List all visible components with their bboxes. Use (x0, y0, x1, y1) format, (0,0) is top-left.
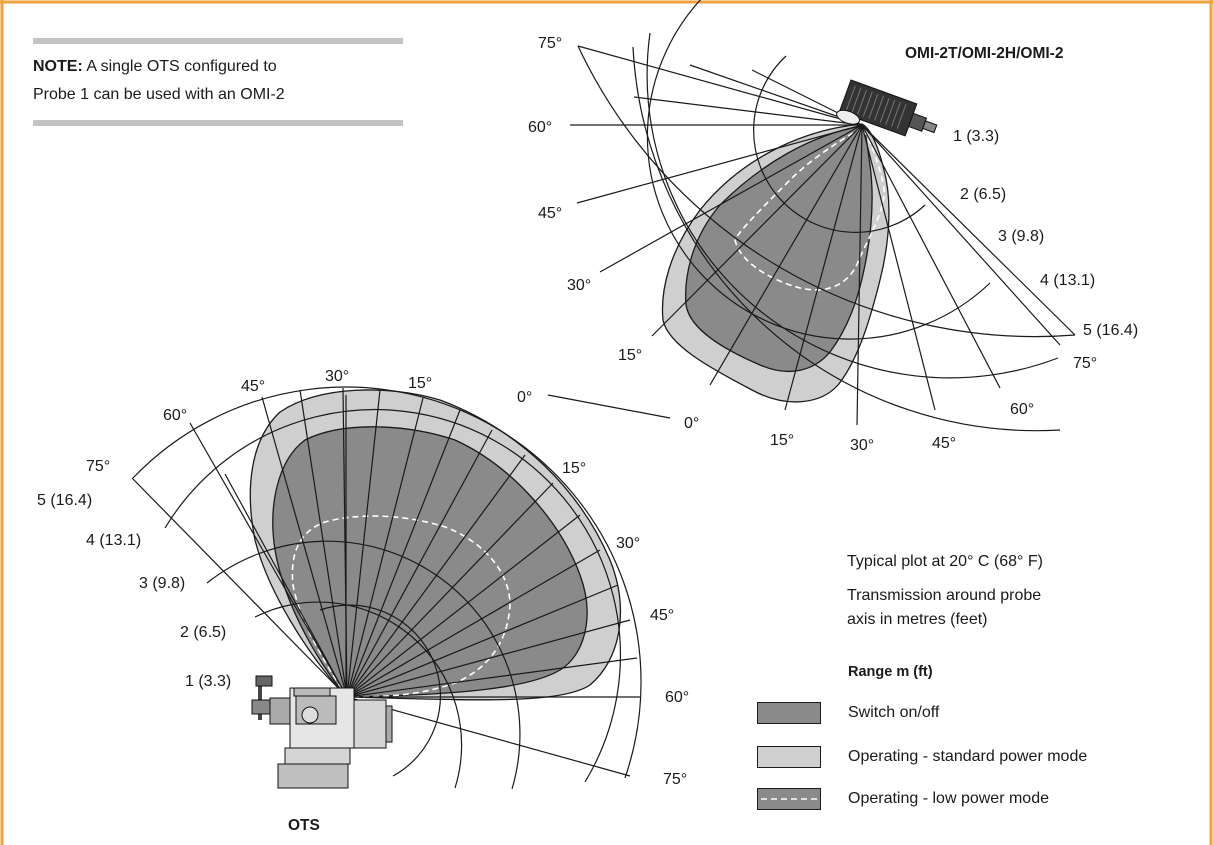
ots-range-3: 3 (9.8) (139, 575, 185, 592)
omi-angle-15-bottom: 15° (770, 432, 794, 449)
note-line2: Probe 1 can be used with an OMI-2 (33, 86, 285, 103)
omi-angle-60-left: 60° (528, 119, 552, 136)
ots-angle-75-top: 75° (86, 458, 110, 475)
ots-angle-45-top: 45° (241, 378, 265, 395)
ots-range-5: 5 (16.4) (37, 492, 92, 509)
omi-title: OMI-2T/OMI-2H/OMI-2 (905, 45, 1063, 62)
ots-angle-30-right: 30° (616, 535, 640, 552)
omi-angle-60-bottom: 60° (1010, 401, 1034, 418)
omi-angle-15-left: 15° (618, 347, 642, 364)
info-line-2: Transmission around probe (847, 587, 1042, 604)
omi-spokes (570, 45, 1076, 426)
ots-angle-60-right: 60° (665, 689, 689, 706)
ots-range-4: 4 (13.1) (86, 532, 141, 549)
note-bottom-rule (33, 120, 403, 126)
ots-angle-75-right: 75° (663, 771, 687, 788)
omi-angle-0-left: 0° (684, 415, 699, 432)
legend-item-switch: Switch on/off (757, 702, 1177, 726)
legend-swatch-low (757, 788, 821, 810)
ots-range-arc-5 (132, 386, 642, 779)
legend-swatch-standard (757, 746, 821, 768)
ots-angle-15-right: 15° (562, 460, 586, 477)
plot-info: Typical plot at 20° C (68° F) Transmissi… (847, 550, 1043, 632)
ots-polar-plot: OTS 5 (16.4) 4 (13.1) 3 (9.8) 2 (6.5) 1 … (37, 368, 689, 834)
legend-label-standard: Operating - standard power mode (848, 748, 1088, 765)
ots-spokes (131, 387, 640, 777)
omi-range-2: 2 (6.5) (960, 186, 1006, 203)
legend-title: Range m (ft) (848, 664, 933, 680)
omi-angle-30-bottom: 30° (850, 437, 874, 454)
ots-angle-0-top: 0° (517, 389, 532, 406)
note-line1: A single OTS configured to (82, 58, 277, 75)
legend-item-low: Operating - low power mode (757, 788, 1177, 812)
omi-range-arc-5 (577, 45, 1076, 338)
omi-angle-75-bottom: 75° (1073, 355, 1097, 372)
ots-angle-30-top: 30° (325, 368, 349, 385)
ots-angle-60-top: 60° (163, 407, 187, 424)
ots-range-1: 1 (3.3) (185, 673, 231, 690)
ots-switch-envelope (272, 426, 588, 698)
info-line-1: Typical plot at 20° C (68° F) (847, 553, 1043, 570)
omi-range-arc-3 (646, 32, 1059, 379)
note-top-rule (33, 38, 403, 44)
omi-range-5: 5 (16.4) (1083, 322, 1138, 339)
legend-swatch-switch (757, 702, 821, 724)
legend-label-switch: Switch on/off (848, 704, 940, 721)
note-text: NOTE: A single OTS configured to Probe 1… (33, 44, 403, 120)
note-box: NOTE: A single OTS configured to Probe 1… (33, 38, 403, 126)
ots-device-image (251, 675, 393, 789)
omi-range-3: 3 (9.8) (998, 228, 1044, 245)
ots-range-arc-2 (254, 601, 463, 789)
omi-angle-45-left: 45° (538, 205, 562, 222)
ots-angle-15-top: 15° (408, 375, 432, 392)
ots-range-arc-3 (206, 540, 521, 790)
omi-range-4: 4 (13.1) (1040, 272, 1095, 289)
ots-range-2: 2 (6.5) (180, 624, 226, 641)
omi-range-arc-4 (632, 46, 1061, 432)
ots-label: OTS (288, 817, 320, 834)
omi-range-arc-2 (646, 0, 991, 340)
ots-angle-45-right: 45° (650, 607, 674, 624)
omi-range-arc-1 (753, 55, 926, 233)
zero-reference-line (547, 394, 671, 419)
ots-range-arc-4 (164, 409, 621, 783)
omi-low-power-boundary (734, 126, 885, 291)
omi-angle-45-bottom: 45° (932, 435, 956, 452)
legend-item-standard: Operating - standard power mode (757, 746, 1177, 770)
omi-range-1: 1 (3.3) (953, 128, 999, 145)
omi-polar-plot: OMI-2T/OMI-2H/OMI-2 1 (3.3) 2 (6.5) 3 (9… (528, 0, 1138, 454)
omi-angle-75-left: 75° (538, 35, 562, 52)
omi-device-image (836, 79, 938, 137)
omi-angle-30-left: 30° (567, 277, 591, 294)
info-line-3: axis in metres (feet) (847, 611, 988, 628)
legend-label-low: Operating - low power mode (848, 790, 1049, 807)
note-label: NOTE: (33, 58, 83, 75)
